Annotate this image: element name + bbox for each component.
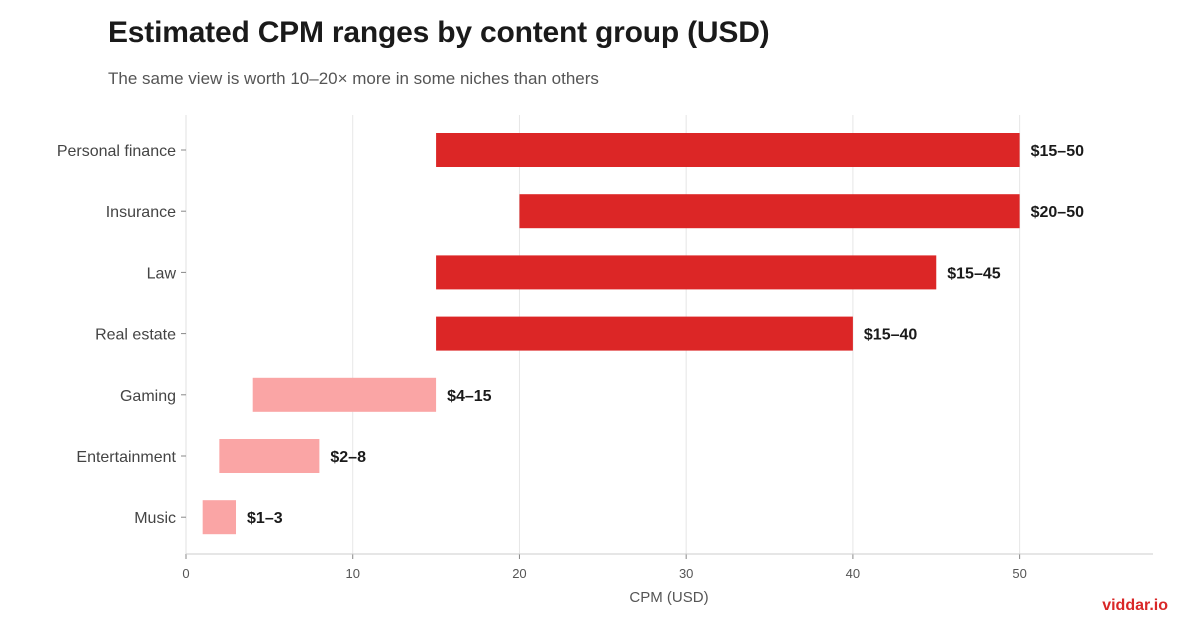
bar-law — [436, 255, 937, 290]
bar-entertainment — [219, 439, 320, 473]
bar-gaming — [252, 377, 437, 412]
bar-real-estate — [436, 316, 853, 351]
category-label: Entertainment — [76, 449, 176, 466]
data-label: $4–15 — [447, 388, 492, 405]
x-tick-label: 10 — [345, 566, 359, 581]
data-label: $20–50 — [1031, 204, 1084, 221]
bar-series — [202, 133, 1020, 535]
brand-logo[interactable]: viddar.io — [1102, 597, 1168, 614]
category-label: Personal finance — [57, 143, 176, 160]
x-tick-label: 30 — [679, 566, 693, 581]
bar-personal-finance — [436, 133, 1020, 167]
x-tick-label: 40 — [846, 566, 860, 581]
category-label: Real estate — [95, 327, 176, 344]
category-label: Insurance — [106, 204, 176, 221]
category-label: Music — [134, 510, 176, 527]
bar-music — [202, 500, 237, 535]
data-label: $15–50 — [1031, 143, 1084, 160]
data-label: $1–3 — [247, 510, 283, 527]
x-axis-title: CPM (USD) — [629, 589, 708, 606]
data-label: $15–40 — [864, 327, 917, 344]
x-tick-label: 0 — [182, 566, 189, 581]
category-label: Gaming — [120, 388, 176, 405]
data-labels: $15–50 $20–50 $15–45 $15–40 $4–15 $2–8 $1–3 — [247, 143, 1084, 527]
chart-subtitle: The same view is worth 10–20× more in so… — [108, 69, 599, 88]
category-labels: Personal finance Insurance Law Real estate G… — [57, 143, 186, 527]
data-label: $15–45 — [947, 265, 1000, 282]
chart-title: Estimated CPM ranges by content group (U… — [108, 16, 770, 49]
bar-insurance — [519, 194, 1020, 229]
x-tick-label: 20 — [512, 566, 526, 581]
category-label: Law — [147, 265, 177, 282]
data-label: $2–8 — [330, 449, 366, 466]
x-tick-label: 50 — [1012, 566, 1026, 581]
x-axis: 0 10 20 30 40 50 — [182, 553, 1153, 581]
